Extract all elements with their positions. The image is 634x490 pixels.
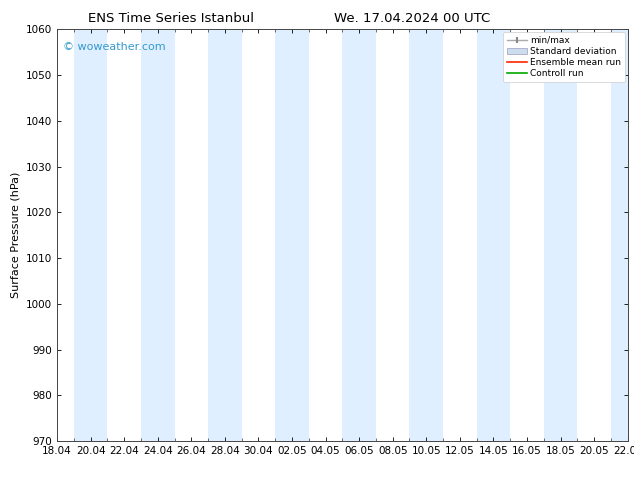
Bar bbox=[611, 29, 634, 441]
Bar bbox=[208, 29, 242, 441]
Text: We. 17.04.2024 00 UTC: We. 17.04.2024 00 UTC bbox=[334, 12, 490, 25]
Text: ENS Time Series Istanbul: ENS Time Series Istanbul bbox=[88, 12, 254, 25]
Bar bbox=[477, 29, 510, 441]
Text: © woweather.com: © woweather.com bbox=[63, 42, 165, 52]
Bar bbox=[141, 29, 174, 441]
Bar bbox=[275, 29, 309, 441]
Bar bbox=[544, 29, 578, 441]
Bar bbox=[410, 29, 443, 441]
Bar bbox=[74, 29, 107, 441]
Y-axis label: Surface Pressure (hPa): Surface Pressure (hPa) bbox=[10, 172, 20, 298]
Bar bbox=[342, 29, 376, 441]
Legend: min/max, Standard deviation, Ensemble mean run, Controll run: min/max, Standard deviation, Ensemble me… bbox=[503, 32, 625, 82]
